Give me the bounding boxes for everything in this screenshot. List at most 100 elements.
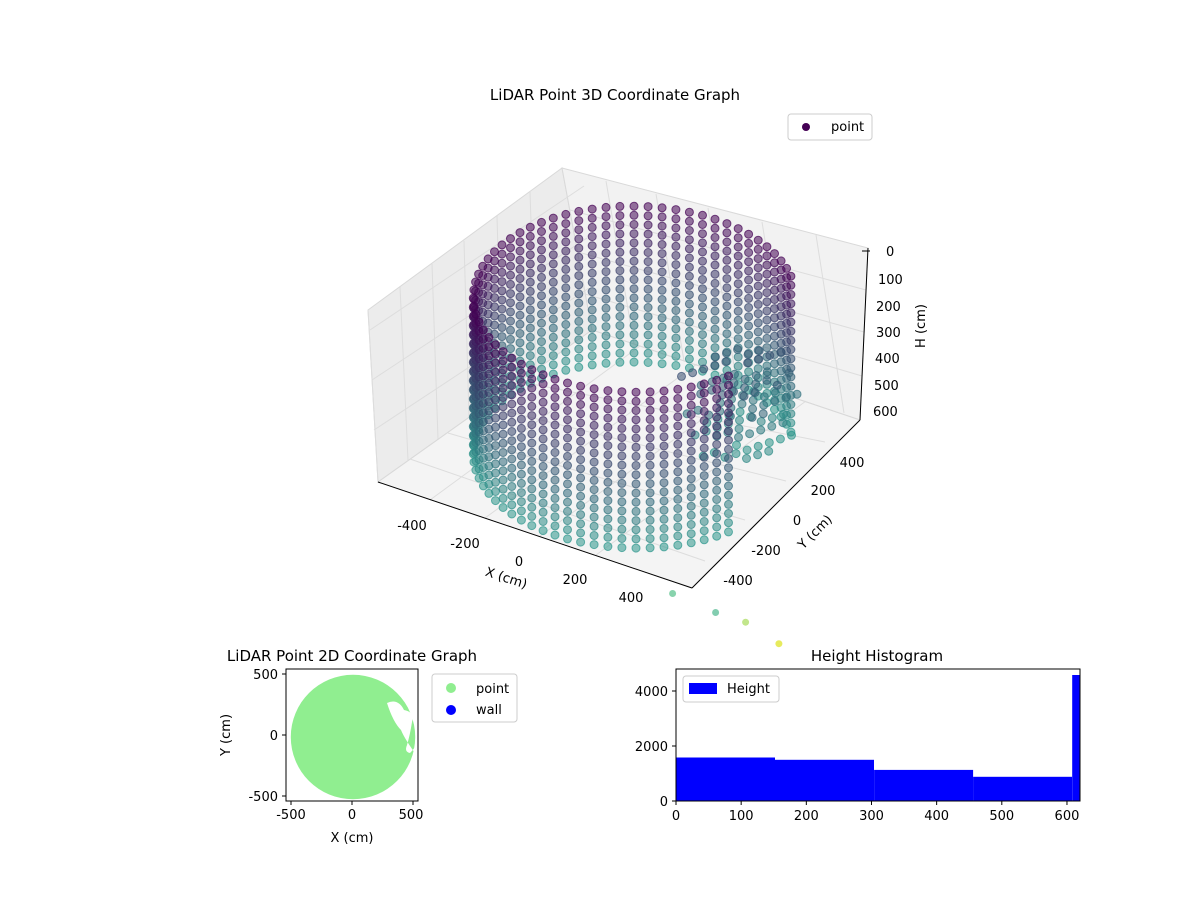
point-3d-outlier <box>669 590 677 597</box>
legend-label: point <box>831 120 864 135</box>
point-3d <box>507 408 517 418</box>
point-3d <box>698 275 707 284</box>
x-tick-label: -200 <box>450 537 480 552</box>
point-3d <box>631 479 641 489</box>
point-3d <box>603 450 613 460</box>
point-3d <box>671 260 681 270</box>
point-3d <box>563 424 572 434</box>
point-3d <box>563 470 572 480</box>
point-3d <box>538 526 548 536</box>
point-3d <box>548 277 558 287</box>
point-3d <box>699 379 709 389</box>
point-3d <box>758 409 768 419</box>
point-3d <box>538 434 548 444</box>
point-3d <box>576 455 586 465</box>
point-3d <box>744 238 754 248</box>
point-3d <box>629 357 639 367</box>
point-3d <box>550 393 560 402</box>
point-3d <box>563 461 572 470</box>
point-3d <box>527 511 537 521</box>
point-3d <box>617 433 627 443</box>
point-3d <box>762 343 772 353</box>
point-3d <box>671 223 681 233</box>
x-tick-label: 0 <box>348 808 356 823</box>
point-3d <box>698 220 707 229</box>
point-3d <box>587 332 597 342</box>
point-3d <box>671 214 681 224</box>
point-3d <box>498 484 508 494</box>
point-3d <box>744 293 754 303</box>
point-3d <box>516 423 526 433</box>
point-3d <box>603 404 613 414</box>
point-3d <box>561 320 571 329</box>
point-3d <box>673 494 683 504</box>
x-tick-label: 500 <box>989 809 1014 824</box>
point-3d <box>744 303 754 312</box>
point-3d <box>724 389 733 399</box>
point-3d <box>657 359 667 369</box>
point-3d <box>671 241 681 251</box>
point-3d <box>684 317 694 327</box>
point-3d <box>724 463 733 473</box>
point-3d <box>561 255 571 265</box>
point-3d <box>643 293 653 303</box>
point-3d <box>631 387 641 397</box>
point-3d <box>724 426 733 436</box>
point-3d <box>699 489 709 499</box>
point-3d <box>550 484 560 494</box>
z-tick-label: 500 <box>874 379 899 394</box>
point-3d <box>786 290 796 299</box>
point-3d <box>491 413 500 423</box>
point-3d <box>684 253 694 263</box>
point-3d <box>587 259 597 269</box>
point-3d <box>786 381 796 391</box>
point-3d <box>527 401 537 411</box>
point-3d <box>657 240 667 249</box>
point-3d <box>631 470 641 480</box>
point-3d <box>561 228 571 238</box>
point-3d <box>699 517 709 526</box>
histogram-bar <box>874 769 974 801</box>
point-3d <box>603 386 613 396</box>
point-3d <box>631 442 641 452</box>
point-3d <box>686 529 696 539</box>
point-3d <box>744 229 754 239</box>
point-3d <box>548 250 558 260</box>
point-3d <box>491 358 500 368</box>
point-3d <box>673 504 683 513</box>
point-3d <box>710 278 720 288</box>
point-3d <box>786 372 796 382</box>
point-3d <box>698 284 707 294</box>
point-3d <box>497 313 507 323</box>
point-3d <box>712 485 722 495</box>
point-3d <box>506 325 515 335</box>
histogram-bar <box>1072 675 1080 801</box>
point-3d <box>601 230 611 240</box>
point-3d <box>710 223 720 233</box>
point-3d <box>745 429 755 439</box>
point-3d <box>686 492 696 502</box>
point-3d <box>659 459 669 469</box>
point-3d <box>576 500 586 510</box>
point-3d <box>698 210 707 220</box>
point-3d <box>538 452 548 462</box>
point-3d <box>631 543 641 553</box>
point-3d <box>617 396 627 406</box>
point-3d <box>753 254 763 264</box>
point-3d <box>684 308 694 318</box>
point-3d <box>686 501 696 511</box>
point-3d <box>750 388 760 397</box>
point-3d <box>561 264 571 274</box>
point-3d <box>617 497 627 507</box>
point-3d <box>563 378 572 388</box>
point-3d <box>724 527 733 537</box>
point-3d <box>744 330 754 340</box>
point-3d <box>643 248 653 257</box>
point-3d <box>574 252 584 262</box>
point-3d <box>657 331 667 341</box>
point-3d <box>576 519 586 529</box>
point-3d <box>673 513 683 523</box>
point-3d <box>643 229 653 239</box>
point-3d <box>563 497 572 507</box>
point-3d <box>561 310 571 320</box>
